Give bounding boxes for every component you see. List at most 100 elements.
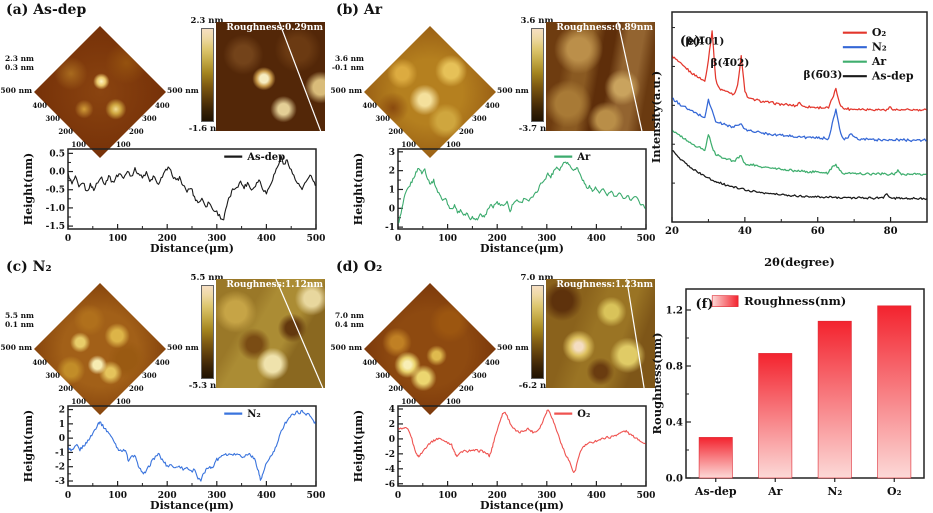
svg-text:0.0: 0.0 [666,474,683,485]
svg-text:Ar: Ar [871,55,887,68]
axis-tick: 200 [388,384,403,393]
svg-text:0: 0 [389,204,395,214]
colorbar-d: 7.0 nm -6.2 nm [516,273,558,391]
z-top-label: 5.5 nm [4,311,34,320]
scan-line-a [216,22,325,131]
panel-b-title: (b) Ar [336,2,383,18]
panel-ar: (b) Ar 3.6 nm -0.1 nm 500 nm 500 nm 400 3… [330,0,658,256]
svg-text:2: 2 [59,406,65,416]
colorbar-max-label: 7.0 nm [520,273,554,283]
svg-text:2: 2 [389,420,395,430]
svg-text:500: 500 [307,491,326,501]
z-bottom-label: -0.1 nm [331,63,364,72]
svg-text:Height(nm): Height(nm) [352,153,365,225]
svg-text:2θ(degree): 2θ(degree) [764,255,835,269]
svg-text:0: 0 [395,234,401,244]
colorbar-min-label: -3.7 nm [518,124,556,134]
svg-text:N₂: N₂ [872,41,887,54]
svg-text:Height(μm): Height(μm) [352,410,365,482]
axis-right-label: 500 nm [497,343,529,352]
axis-tick: 200 [388,127,403,136]
svg-text:As-dep: As-dep [871,70,914,83]
z-top-label: 2.3 nm [4,54,34,63]
afm-2d-image-d: Roughness:1.23nm [546,279,655,388]
afm-3d-surface-image-a [34,26,166,158]
svg-text:-2: -2 [55,463,65,473]
colorbar-gradient [530,285,544,379]
svg-text:-1.0: -1.0 [46,204,65,214]
colorbar-max-label: 5.5 nm [190,273,224,283]
svg-text:(f): (f) [696,297,714,312]
axis-tick: 300 [45,114,60,123]
roughness-bar-chart: 0.0 0.4 0.8 1.2 Roughness(nm) As-dep Ar N₂ O₂ Rou… [652,288,925,498]
svg-text:O₂: O₂ [577,409,590,420]
svg-text:N₂: N₂ [827,485,842,498]
colorbar-gradient [200,285,214,379]
axis-right-label: 500 nm [167,343,199,352]
svg-text:-1: -1 [55,448,65,458]
axis-tick: 200 [459,127,474,136]
z-scale-labels-d: 7.0 nm 0.4 nm [330,311,364,329]
height-profile-chart-b: 0 100 200 300 400 5003210-1Distance(μm)Height… [352,148,656,255]
afm-3d-view-c: 5.5 nm 0.1 nm 500 nm 500 nm 400 300 200 1… [0,271,200,421]
svg-text:3: 3 [389,148,395,158]
svg-text:60: 60 [811,226,825,237]
colorbar-gradient [530,28,544,122]
z-scale-labels-c: 5.5 nm 0.1 nm [0,311,34,329]
axis-tick: 400 [485,358,500,367]
afm-2d-image-b: Roughness:0.89nm [546,22,655,131]
axis-tick: 400 [485,101,500,110]
axis-tick: 100 [116,397,131,406]
svg-text:Distance(μm): Distance(μm) [150,499,234,512]
axis-tick: 100 [116,140,131,149]
svg-text:300: 300 [207,491,226,501]
svg-text:0: 0 [65,491,71,501]
afm-3d-surface-image-c [34,283,166,415]
roughness-label-a: Roughness:0.29nm [226,23,323,33]
height-profile-chart-a: 0 100 200 300 400 500 0.5 0.0 -0.5 -1.0 -1.5 Distan… [22,148,325,255]
axis-left-label: 500 nm [0,86,32,95]
axis-tick: 200 [58,127,73,136]
axis-tick: 400 [32,358,47,367]
axis-tick: 200 [129,127,144,136]
svg-text:300: 300 [537,234,556,244]
svg-text:O₂: O₂ [887,485,902,498]
svg-text:0: 0 [65,234,71,244]
axis-tick: 300 [142,371,157,380]
svg-text:400: 400 [587,234,606,244]
svg-text:-1.5: -1.5 [46,222,65,232]
svg-text:As-dep: As-dep [694,485,737,498]
colorbar-min-label: -5.3 nm [188,381,226,391]
svg-text:400: 400 [257,491,276,501]
svg-text:200: 200 [158,234,177,244]
scan-line-b [546,22,655,131]
afm-3d-view-b: 3.6 nm -0.1 nm 500 nm 500 nm 400 300 200 … [330,14,530,164]
svg-text:0.0: 0.0 [49,168,65,178]
svg-text:1: 1 [389,185,395,195]
axis-tick: 100 [71,140,86,149]
height-profile-chart-c: 0 100 200 300 400 500 2 1 0 -1 -2 -3 Distance(μm) Hei… [22,405,326,512]
svg-text:0: 0 [389,435,395,445]
svg-text:500: 500 [637,234,656,244]
svg-text:200: 200 [158,491,177,501]
roughness-label-b: Roughness:0.89nm [556,23,653,33]
z-bottom-label: 0.3 nm [4,63,34,72]
svg-text:200: 200 [488,234,507,244]
svg-text:Roughness(nm): Roughness(nm) [744,294,846,308]
axis-tick: 300 [142,114,157,123]
colorbar-c: 5.5 nm -5.3 nm [186,273,228,391]
svg-text:4: 4 [389,405,395,415]
svg-text:Height(nm): Height(nm) [22,410,35,482]
svg-text:0: 0 [395,491,401,501]
axis-tick: 100 [71,397,86,406]
colorbar-max-label: 2.3 nm [190,16,224,26]
axis-tick: 200 [459,384,474,393]
svg-text:1: 1 [59,420,65,430]
svg-text:Distance(μm): Distance(μm) [480,499,564,512]
svg-text:100: 100 [108,234,127,244]
afm-3d-view-d: 7.0 nm 0.4 nm 500 nm 500 nm 400 300 200 1… [330,271,530,421]
axis-tick: 300 [472,114,487,123]
axis-tick: 400 [32,101,47,110]
svg-text:-1: -1 [385,223,395,233]
panel-d-title: (d) O₂ [336,259,383,275]
